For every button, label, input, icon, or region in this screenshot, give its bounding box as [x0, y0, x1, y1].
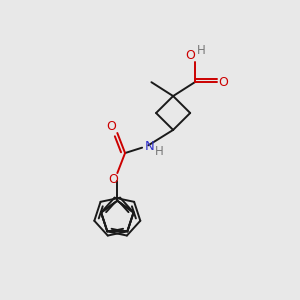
Text: N: N: [145, 140, 155, 153]
Text: O: O: [109, 173, 118, 186]
Text: O: O: [218, 76, 228, 89]
Text: H: H: [197, 44, 206, 57]
Text: O: O: [106, 120, 116, 134]
Text: O: O: [185, 49, 195, 62]
Text: H: H: [155, 145, 164, 158]
